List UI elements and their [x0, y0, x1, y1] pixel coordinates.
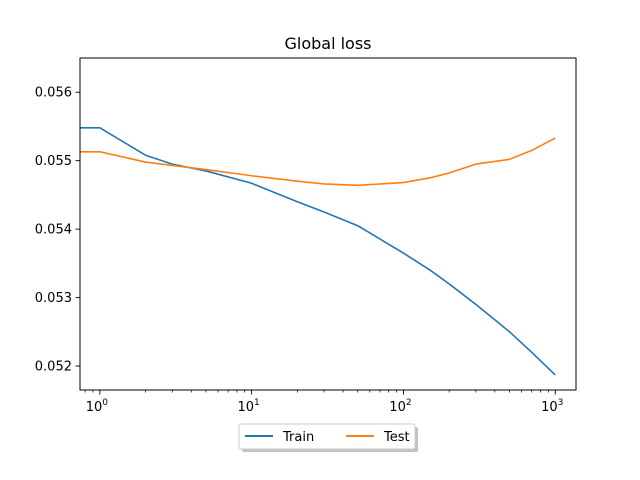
legend-box	[238, 423, 416, 450]
y-tick-label: 0.055	[35, 154, 72, 169]
y-tick-label: 0.054	[35, 223, 72, 238]
x-tick-label: 103	[541, 398, 563, 415]
y-tick-label: 0.053	[35, 291, 72, 306]
x-tick-label: 101	[238, 398, 260, 415]
legend: Train Test	[238, 423, 418, 452]
legend-label-train: Train	[282, 430, 314, 445]
series-layer	[80, 127, 556, 376]
series-line-train	[80, 127, 556, 376]
legend-label-test: Test	[383, 430, 410, 445]
plot-frame	[79, 57, 577, 391]
x-axis: 100 101 102 103	[84, 390, 563, 415]
y-axis: 0.052 0.053 0.054 0.055 0.056	[35, 86, 80, 375]
y-tick-label: 0.056	[35, 86, 72, 101]
x-tick-label: 100	[86, 398, 109, 415]
chart-title: Global loss	[284, 34, 371, 53]
y-tick-label: 0.052	[35, 360, 72, 375]
x-tick-label: 102	[389, 398, 411, 415]
series-line-test	[80, 137, 556, 187]
